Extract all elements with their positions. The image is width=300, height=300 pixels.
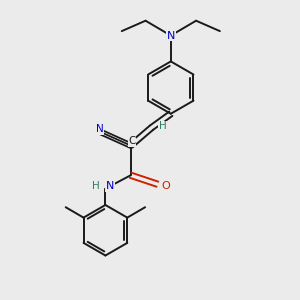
Text: C: C — [128, 136, 136, 146]
Text: N: N — [96, 124, 103, 134]
Text: H: H — [92, 181, 100, 191]
Text: N: N — [106, 181, 114, 191]
Text: H: H — [159, 121, 167, 131]
Text: O: O — [161, 181, 170, 191]
Text: N: N — [167, 31, 175, 40]
